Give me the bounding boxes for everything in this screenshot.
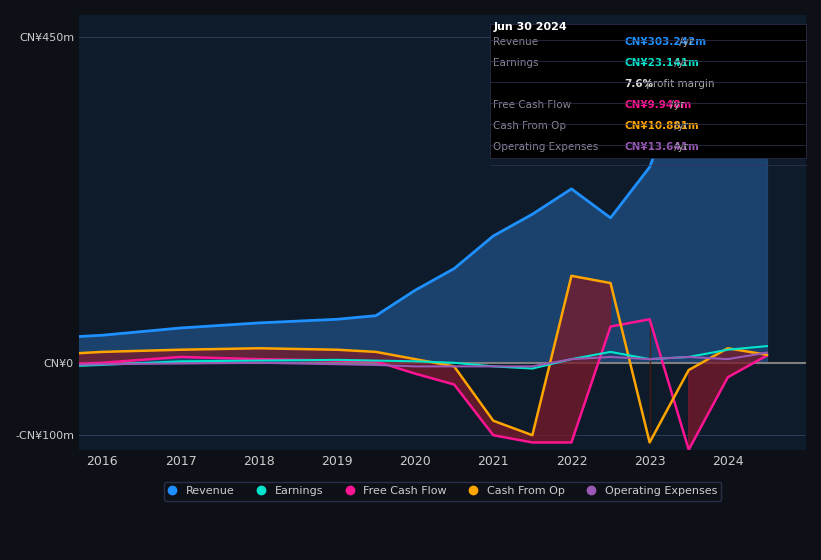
Text: CN¥9.948m: CN¥9.948m (624, 100, 691, 110)
Text: CN¥13.641m: CN¥13.641m (624, 142, 699, 152)
Text: Jun 30 2024: Jun 30 2024 (493, 22, 567, 32)
Text: CN¥303.242m: CN¥303.242m (624, 38, 706, 48)
Text: /yr: /yr (672, 142, 689, 152)
Text: Earnings: Earnings (493, 58, 539, 68)
Text: 7.6%: 7.6% (624, 79, 654, 89)
Text: Cash From Op: Cash From Op (493, 121, 566, 131)
Text: profit margin: profit margin (643, 79, 714, 89)
Text: CN¥10.881m: CN¥10.881m (624, 121, 699, 131)
Text: Free Cash Flow: Free Cash Flow (493, 100, 571, 110)
Text: Revenue: Revenue (493, 38, 539, 48)
Text: /yr: /yr (672, 58, 689, 68)
Text: /yr: /yr (672, 121, 689, 131)
Text: /yr: /yr (677, 38, 694, 48)
FancyBboxPatch shape (489, 24, 806, 158)
Text: /yr: /yr (667, 100, 684, 110)
Legend: Revenue, Earnings, Free Cash Flow, Cash From Op, Operating Expenses: Revenue, Earnings, Free Cash Flow, Cash … (163, 482, 722, 501)
Text: Operating Expenses: Operating Expenses (493, 142, 599, 152)
Text: CN¥23.141m: CN¥23.141m (624, 58, 699, 68)
